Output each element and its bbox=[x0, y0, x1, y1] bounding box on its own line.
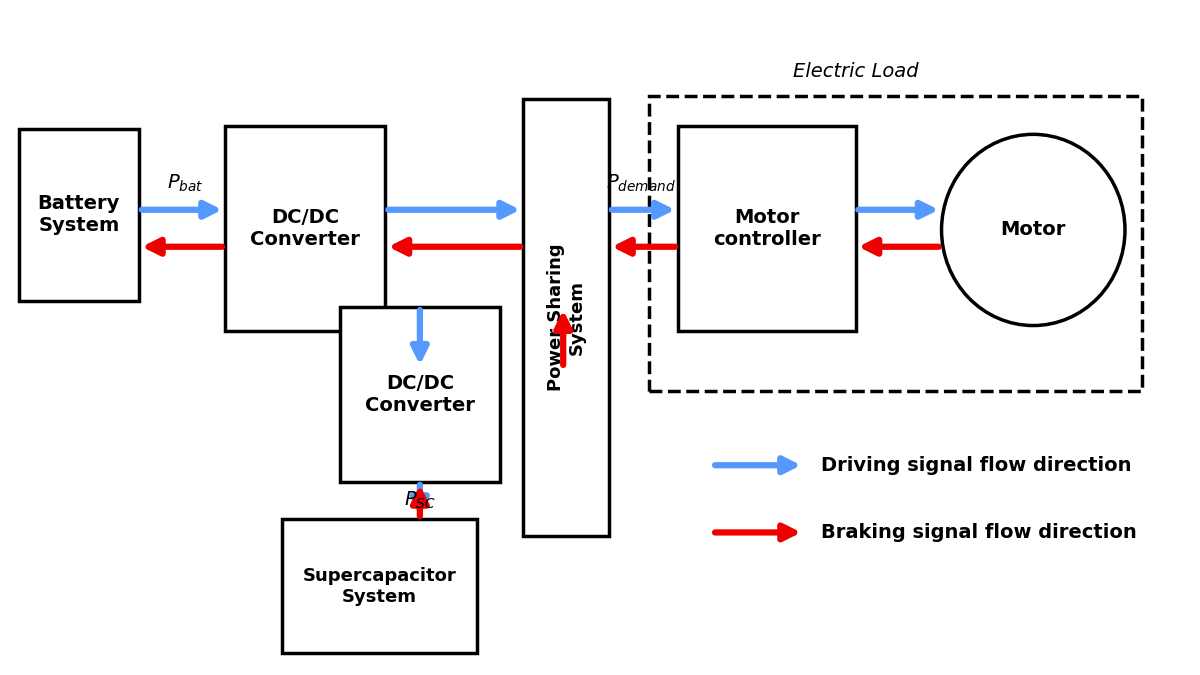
Text: Electric Load: Electric Load bbox=[793, 63, 918, 82]
Text: DC/DC
Converter: DC/DC Converter bbox=[251, 208, 360, 249]
Text: Motor
controller: Motor controller bbox=[713, 208, 821, 249]
Text: Braking signal flow direction: Braking signal flow direction bbox=[821, 523, 1136, 542]
Text: DC/DC
Converter: DC/DC Converter bbox=[365, 374, 475, 415]
Ellipse shape bbox=[942, 134, 1124, 325]
FancyBboxPatch shape bbox=[282, 519, 478, 653]
Text: Motor: Motor bbox=[1001, 221, 1066, 240]
Text: Supercapacitor
System: Supercapacitor System bbox=[302, 567, 457, 605]
FancyBboxPatch shape bbox=[340, 307, 500, 482]
Text: Power Sharing
System: Power Sharing System bbox=[547, 244, 586, 391]
FancyBboxPatch shape bbox=[18, 129, 139, 300]
Text: $P_{demand}$: $P_{demand}$ bbox=[606, 172, 676, 194]
FancyBboxPatch shape bbox=[523, 99, 610, 536]
Text: Battery
System: Battery System bbox=[37, 194, 120, 236]
Text: Driving signal flow direction: Driving signal flow direction bbox=[821, 456, 1132, 475]
FancyBboxPatch shape bbox=[678, 126, 856, 331]
Text: $P_{SC}$: $P_{SC}$ bbox=[404, 489, 436, 511]
FancyBboxPatch shape bbox=[224, 126, 385, 331]
Text: $P_{bat}$: $P_{bat}$ bbox=[167, 172, 203, 194]
